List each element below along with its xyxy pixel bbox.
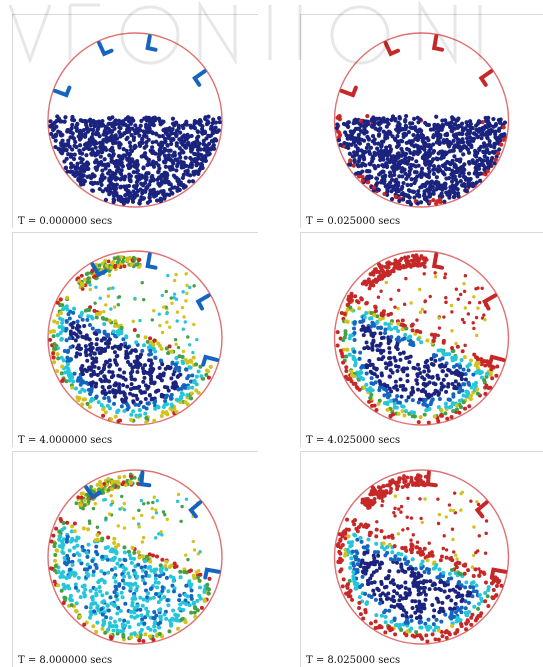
- mill-drum-t0-025: [333, 32, 510, 208]
- lifter-bars: [90, 252, 220, 367]
- time-caption: T = 8.000000 secs: [16, 655, 115, 666]
- panel-t0-000: T = 0.000000 secs: [12, 14, 258, 228]
- mill-drum-t4-025: [333, 250, 510, 426]
- panel-t4-025: T = 4.025000 secs: [300, 232, 543, 447]
- time-caption: T = 4.000000 secs: [16, 435, 115, 446]
- time-caption: T = 8.025000 secs: [304, 655, 403, 666]
- lifter-bars: [377, 252, 506, 367]
- time-caption: T = 0.000000 secs: [16, 216, 115, 227]
- panel-frame: [300, 14, 543, 228]
- time-caption: T = 4.025000 secs: [304, 435, 403, 446]
- lifter-bars: [370, 470, 508, 580]
- panel-frame: [300, 451, 543, 667]
- mill-drum-t4-000: [47, 250, 223, 426]
- lifter-bars: [53, 34, 207, 98]
- panel-t4-000: T = 4.000000 secs: [12, 232, 258, 447]
- mill-drum-t8-025: [333, 469, 510, 645]
- particles: [334, 113, 508, 207]
- mill-drum-t0-000: [47, 32, 223, 208]
- panel-t8-025: T = 8.025000 secs: [300, 451, 543, 667]
- panel-t8-000: T = 8.000000 secs: [12, 451, 258, 667]
- panel-frame: [12, 451, 258, 667]
- particles: [335, 253, 500, 425]
- panel-frame: [300, 232, 543, 447]
- particles: [48, 255, 213, 425]
- particles: [48, 114, 222, 206]
- lifter-bars: [84, 470, 221, 580]
- time-caption: T = 0.025000 secs: [304, 216, 403, 227]
- mill-drum-t8-000: [47, 469, 223, 645]
- panel-frame: [12, 14, 258, 228]
- lifter-bars: [339, 34, 494, 98]
- particles: [49, 472, 212, 644]
- panel-frame: [12, 232, 258, 447]
- panel-t0-025: T = 0.025000 secs: [300, 14, 543, 228]
